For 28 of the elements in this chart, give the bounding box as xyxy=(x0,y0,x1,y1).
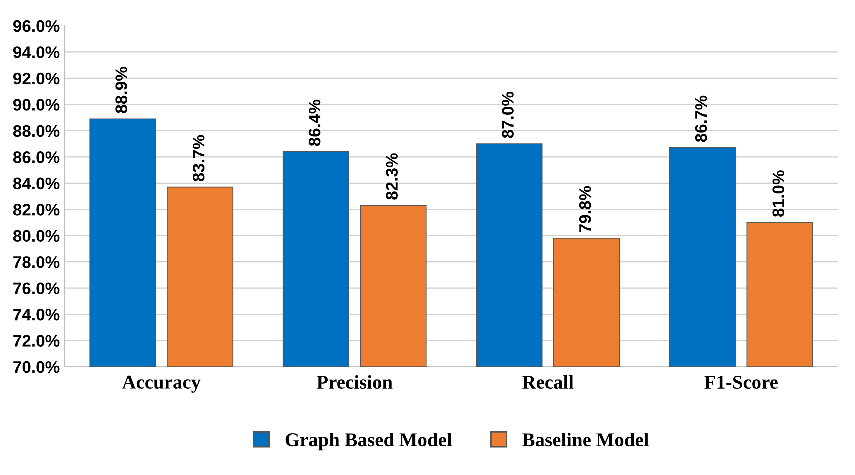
y-tick-label: 74.0% xyxy=(14,308,60,321)
y-tick-label: 80.0% xyxy=(13,230,60,242)
data-label: 83.7% xyxy=(192,135,205,182)
x-tick-label: Recall xyxy=(522,375,574,390)
y-tick-label: 90.0% xyxy=(13,99,60,111)
y-tick-label: 88.0% xyxy=(13,125,60,138)
data-label: 87.0% xyxy=(502,92,514,138)
y-tick-label: 72.0% xyxy=(14,335,60,347)
x-tick-label: F1-Score xyxy=(704,376,778,390)
y-tick-label: 82.0% xyxy=(13,204,60,216)
y-tick-label: 70.0% xyxy=(14,361,60,374)
y-tick-label: 76.0% xyxy=(14,282,60,295)
y-tick-label: 92.0% xyxy=(13,72,60,85)
y-tick-label: 86.0% xyxy=(13,152,60,164)
legend-label: Graph Based Model xyxy=(286,432,452,451)
x-tick-label: Accuracy xyxy=(122,376,201,393)
data-label: 86.7% xyxy=(695,96,708,142)
y-tick-label: 96.0% xyxy=(13,20,60,32)
legend-label: Baseline Model xyxy=(522,432,649,447)
y-tick-label: 94.0% xyxy=(13,46,60,58)
y-tick-label: 84.0% xyxy=(13,178,60,190)
x-tick-label: Precision xyxy=(317,375,393,390)
data-label: 88.9% xyxy=(116,67,128,114)
data-label: 86.4% xyxy=(308,100,321,146)
data-label: 79.8% xyxy=(579,186,592,233)
data-label: 81.0% xyxy=(772,170,784,217)
data-label: 82.3% xyxy=(386,154,398,200)
y-tick-label: 78.0% xyxy=(14,256,60,268)
